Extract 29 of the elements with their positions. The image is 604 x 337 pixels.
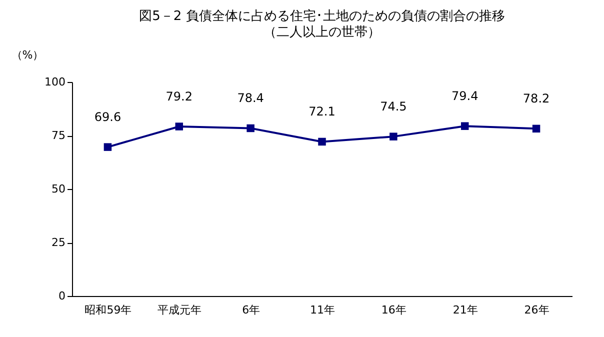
data-label: 78.2 bbox=[522, 92, 550, 106]
data-label: 72.1 bbox=[308, 104, 336, 119]
x-tick-label: 26年 bbox=[524, 304, 550, 316]
y-tick-label: 75 bbox=[52, 129, 66, 142]
x-tick-label: 16年 bbox=[381, 304, 406, 316]
y-axis-title: （%） bbox=[11, 48, 44, 62]
x-tick-label: 11年 bbox=[310, 304, 335, 316]
point bbox=[104, 143, 112, 151]
point bbox=[318, 138, 326, 146]
y-tick-label: 100 bbox=[44, 76, 66, 88]
data-label: 79.2 bbox=[166, 90, 192, 104]
x-tick-label: 6年 bbox=[242, 304, 260, 316]
point bbox=[460, 122, 469, 130]
data-label: 74.5 bbox=[380, 100, 407, 114]
data-label: 69.6 bbox=[94, 110, 122, 124]
chart-title: 図5－2 負債全体に占める住宅･土地のための負債の割合の推移 bbox=[139, 8, 505, 24]
x-tick-label: 平成元年 bbox=[158, 304, 202, 316]
point bbox=[390, 132, 398, 140]
chart-subtitle: （二人以上の世帯） bbox=[264, 25, 380, 40]
y-tick-label: 0 bbox=[58, 290, 66, 302]
y-tick-label: 25 bbox=[52, 236, 66, 249]
point bbox=[246, 124, 254, 132]
point bbox=[532, 124, 540, 133]
data-label: 78.4 bbox=[237, 91, 264, 106]
point bbox=[175, 122, 184, 130]
x-tick-label: 昭和59年 bbox=[84, 304, 132, 316]
data-label: 79.4 bbox=[452, 89, 478, 104]
y-tick-label: 50 bbox=[52, 182, 66, 196]
x-tick-label: 21年 bbox=[452, 304, 478, 316]
